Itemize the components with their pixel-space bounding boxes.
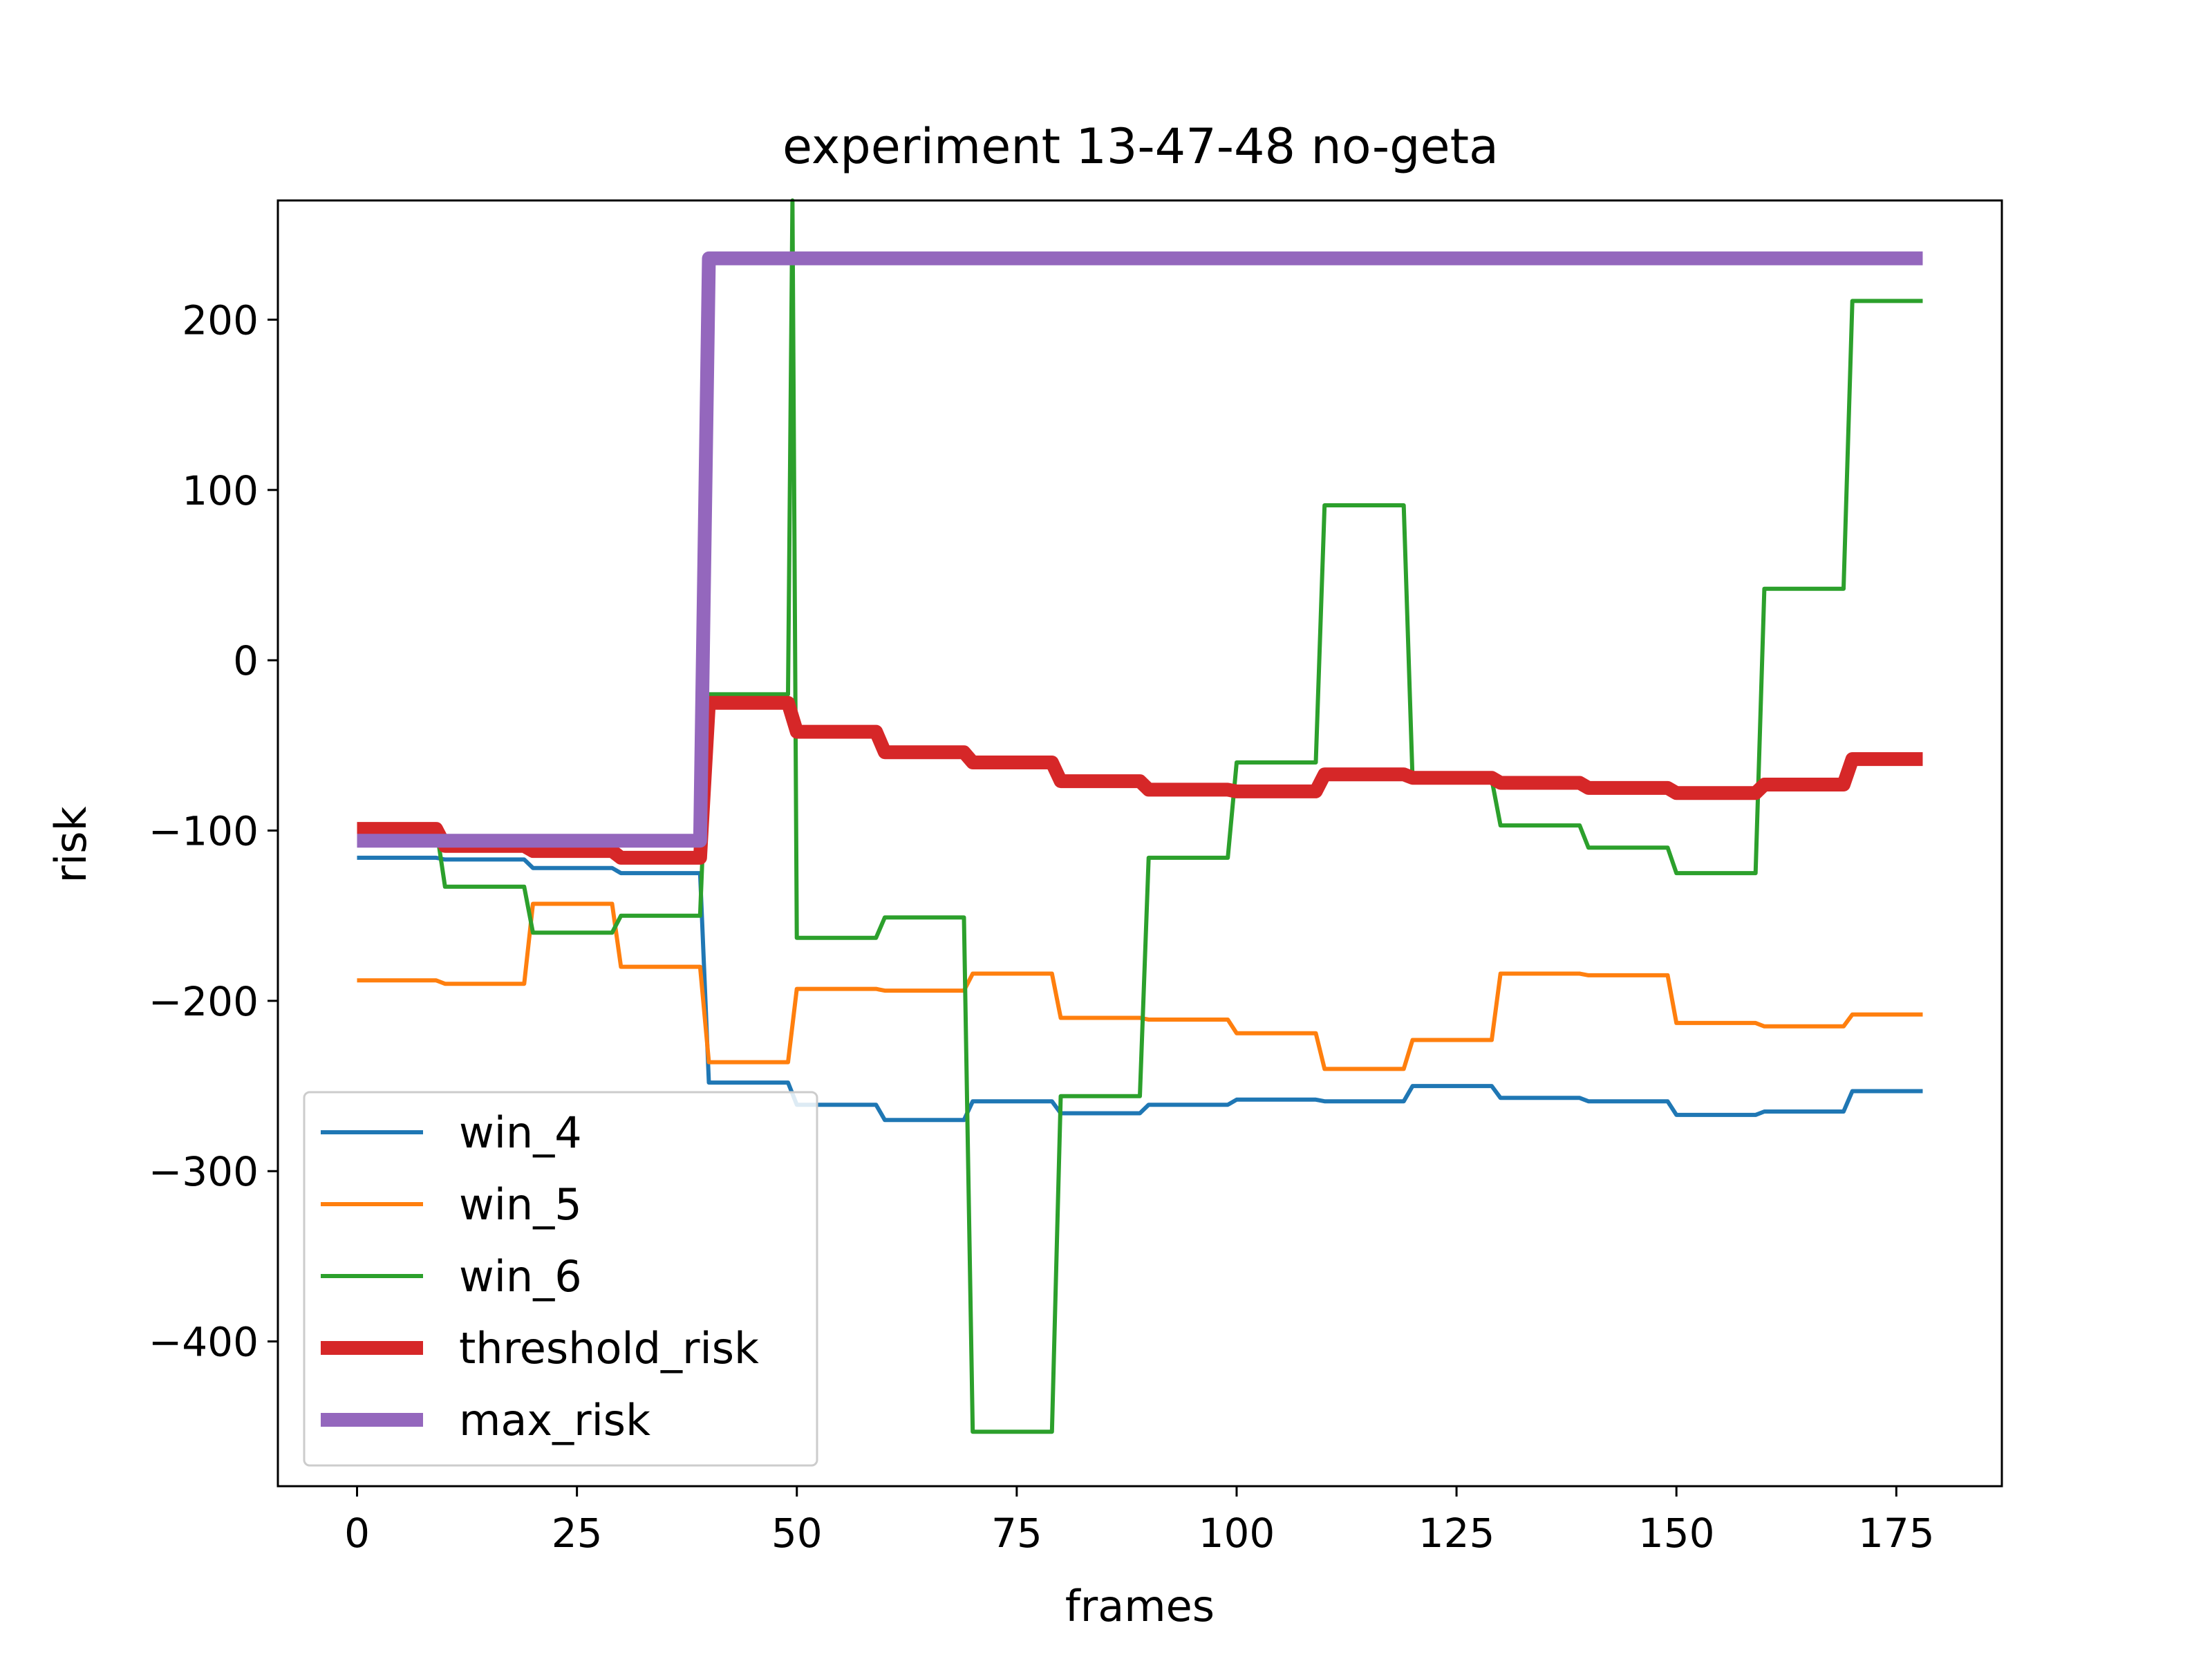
x-tick-label: 125 [1418, 1510, 1495, 1557]
legend-label-win-6: win_6 [459, 1251, 582, 1302]
y-tick-label: −200 [149, 978, 259, 1025]
x-tick-label: 0 [344, 1510, 370, 1557]
x-tick-label: 100 [1199, 1510, 1275, 1557]
legend-label-win-5: win_5 [459, 1179, 582, 1230]
legend: win_4 win_5 win_6 threshold_risk max_risk [303, 1091, 818, 1467]
x-tick-label: 25 [552, 1510, 603, 1557]
series-line-threshold-risk [357, 695, 1923, 865]
y-tick-label: −100 [149, 808, 259, 855]
series-line-win-4 [357, 855, 1923, 1123]
x-tick-label: 50 [771, 1510, 823, 1557]
y-tick-label: 200 [182, 297, 259, 344]
x-tick-label: 75 [991, 1510, 1042, 1557]
series-line-max-risk [357, 251, 1923, 848]
chart-title: experiment 13-47-48 no-geta [782, 118, 1499, 175]
y-tick-label: 100 [182, 467, 259, 514]
x-axis-label: frames [1065, 1581, 1215, 1631]
y-axis-label: risk [46, 806, 96, 883]
x-tick-label: 150 [1638, 1510, 1715, 1557]
y-tick-label: −400 [149, 1319, 259, 1366]
series-line-win-6 [357, 198, 1923, 1434]
x-axis-ticks: 0 25 50 75 100 125 150 175 [344, 1486, 1935, 1557]
legend-box [303, 1091, 818, 1467]
y-tick-label: 0 [233, 637, 259, 684]
y-axis-ticks: −400 −300 −200 −100 0 100 200 [149, 297, 278, 1366]
plot-area [357, 198, 1923, 1434]
x-tick-label: 175 [1858, 1510, 1935, 1557]
plot-frame [276, 199, 2003, 1488]
y-tick-label: −300 [149, 1148, 259, 1195]
legend-label-max-risk: max_risk [459, 1395, 650, 1445]
legend-label-threshold-risk: threshold_risk [459, 1323, 759, 1374]
legend-label-win-4: win_4 [459, 1107, 582, 1158]
